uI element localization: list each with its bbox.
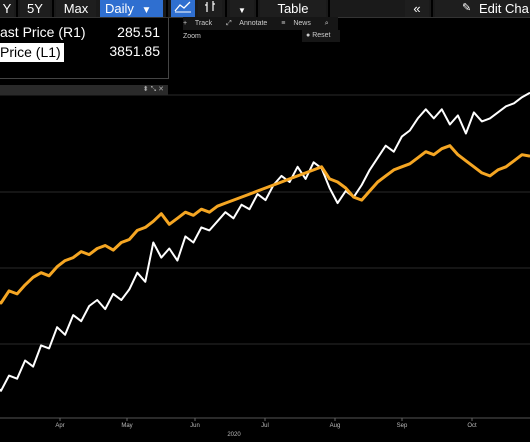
- chart-gridlines: [0, 94, 530, 345]
- x-tick-label: May: [121, 423, 132, 429]
- legend-label: ast Price (R1): [0, 24, 86, 40]
- edit-chart-label: Edit Cha: [479, 1, 529, 16]
- legend-footer-icons: ⬍ ⤡ ✕: [142, 86, 164, 93]
- x-tick-label: Oct: [467, 423, 477, 429]
- chart-legend: ast Price (R1) 285.51 Price (L1) 3851.85…: [0, 18, 169, 95]
- collapse-button[interactable]: «: [405, 0, 429, 17]
- chevron-down-icon: ▼: [141, 5, 152, 16]
- line-chart-icon-button[interactable]: [171, 0, 195, 17]
- legend-label: Price (L1): [0, 43, 64, 62]
- series-line-l1: [0, 144, 530, 305]
- range-button-max[interactable]: Max: [56, 0, 96, 17]
- range-button-1y[interactable]: Y: [0, 0, 14, 17]
- legend-footer-controls[interactable]: ⬍ ⤡ ✕: [0, 85, 168, 95]
- reset-button[interactable]: ● Reset: [302, 30, 340, 42]
- legend-value: 3851.85: [109, 43, 160, 59]
- caret-down-icon: ▼: [238, 6, 246, 15]
- legend-item-l1[interactable]: Price (L1) 3851.85: [0, 43, 168, 63]
- x-tick-label: Apr: [55, 423, 64, 429]
- reset-label: Reset: [312, 32, 331, 39]
- chart-type-dropdown[interactable]: ▼: [230, 0, 254, 17]
- annotate-tool[interactable]: ⤢ Annotate: [226, 20, 273, 27]
- table-button[interactable]: Table: [260, 0, 326, 17]
- annotate-icon: ⤢: [226, 20, 232, 27]
- news-icon: ≡: [281, 20, 286, 27]
- legend-item-r1[interactable]: ast Price (R1) 285.51: [0, 24, 168, 44]
- x-tick-label: Jul: [261, 423, 269, 429]
- x-axis-year-label: 2020: [227, 432, 241, 438]
- track-tool[interactable]: + Track: [183, 20, 218, 27]
- series-line-r1: [0, 91, 530, 392]
- interval-dropdown[interactable]: Daily ▼: [100, 0, 163, 17]
- line-chart-icon: [174, 1, 191, 13]
- ohlc-bars-icon: [205, 1, 215, 12]
- track-label: Track: [194, 20, 213, 27]
- range-button-5y[interactable]: 5Y: [20, 0, 50, 17]
- interval-label: Daily: [105, 1, 134, 16]
- chart-tools-menu: + Track ⤢ Annotate ≡ News ⌕ Zoom: [183, 17, 338, 40]
- zoom-label: Zoom: [183, 33, 201, 40]
- pencil-icon: ✎: [462, 2, 472, 14]
- zoom-tool[interactable]: ⌕ Zoom: [183, 20, 335, 40]
- x-tick-label: Sep: [397, 423, 408, 429]
- news-tool[interactable]: ≡ News: [281, 20, 317, 27]
- bar-chart-icon-button[interactable]: [198, 0, 222, 17]
- toolbar: Y 5Y Max Daily ▼ ▼ Table « ✎ Edit Cha: [0, 0, 530, 18]
- news-label: News: [293, 20, 311, 27]
- magnifier-icon: ⌕: [324, 20, 329, 27]
- x-tick-label: Aug: [330, 423, 341, 429]
- x-tick-label: Jun: [190, 423, 200, 429]
- crosshair-icon: +: [183, 20, 188, 27]
- annotate-label: Annotate: [239, 20, 268, 27]
- edit-chart-button[interactable]: ✎ Edit Cha: [435, 0, 530, 17]
- reset-icon: ●: [306, 32, 311, 39]
- legend-value: 285.51: [117, 24, 160, 40]
